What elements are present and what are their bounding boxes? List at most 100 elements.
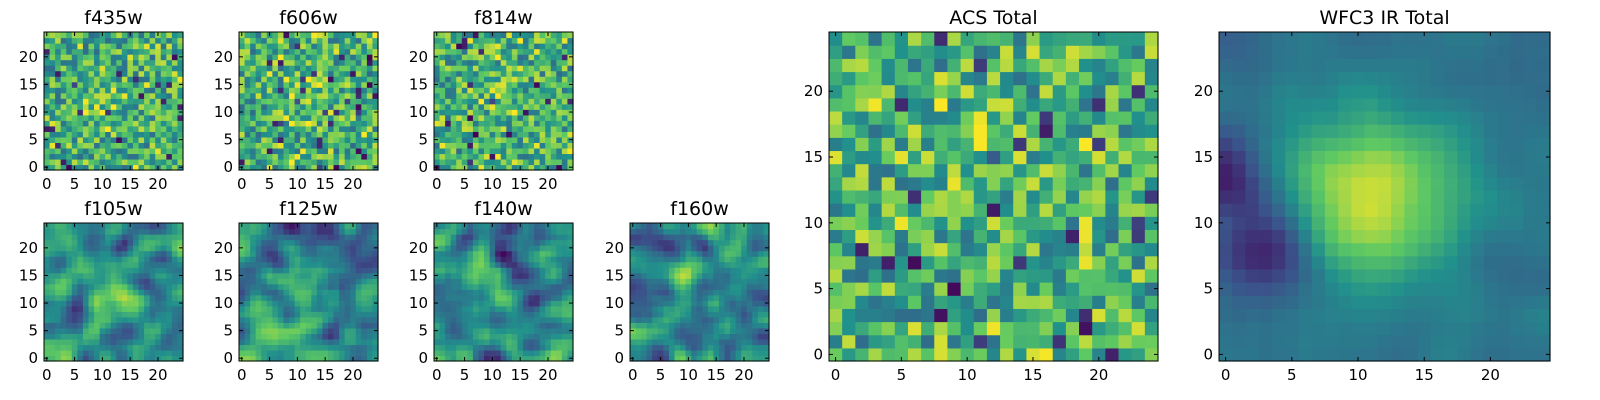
heatmap-cell [646,338,653,346]
heatmap-cell [478,239,485,246]
heatmap-cell [746,245,753,252]
heatmap-cell [105,158,112,166]
heatmap-cell [450,103,457,110]
heatmap-cell [522,103,530,110]
heatmap-cell [55,311,62,318]
heatmap-cell [556,164,563,171]
heatmap-cell [82,114,90,121]
heatmap-cell [467,338,474,346]
heatmap-cell [88,70,95,77]
heatmap-cell [250,311,257,318]
heatmap-cell [344,125,351,132]
heatmap-cell [730,267,737,274]
heatmap-cell [450,322,457,329]
heatmap-cell [550,158,557,166]
heatmap-cell [261,305,268,312]
heatmap-cell [305,256,312,263]
heatmap-cell [528,109,535,116]
heatmap-cell [132,125,140,132]
heatmap-cell [155,125,162,132]
heatmap-cell [49,305,56,312]
heatmap-cell [272,283,279,290]
heatmap-cell [907,229,922,244]
heatmap-cell [82,322,90,329]
heatmap-cell [49,223,56,230]
heatmap-cell [316,70,323,77]
heatmap-cell [528,136,535,143]
heatmap-cell [366,65,374,72]
heatmap-cell [250,92,257,99]
heatmap-cell [445,76,452,83]
heatmap-cell [333,272,340,279]
heatmap-cell [630,316,637,323]
heatmap-cell [105,65,112,72]
heatmap-cell [116,239,123,246]
heatmap-cell [511,65,518,72]
heatmap-cell [94,65,101,72]
x-tick-label: 20 [148,366,167,384]
heatmap-cell [561,228,569,235]
heatmap-cell [472,261,480,268]
heatmap-cell [138,250,145,257]
heatmap-cell [355,355,362,362]
heatmap-cell [567,256,574,263]
heatmap-cell [668,305,676,312]
heatmap-cell [333,81,340,88]
heatmap-cell [250,32,257,39]
heatmap-cell [652,245,659,252]
heatmap-cell [652,278,659,285]
heatmap-cell [333,37,340,44]
heatmap-cell [277,250,285,257]
heatmap-cell [166,92,173,99]
heatmap-cell [561,103,569,110]
heatmap-cell [283,131,290,138]
heatmap-cell [1039,203,1054,217]
heatmap-cell [127,43,134,50]
heatmap-cell [305,234,312,241]
heatmap-cell [506,338,513,346]
heatmap-cell [132,114,140,121]
heatmap-cell [567,333,574,340]
heatmap-cell [138,223,145,230]
heatmap-cell [132,278,140,285]
heatmap-cell [283,349,290,357]
heatmap-cell [166,136,173,143]
heatmap-cell [550,344,557,351]
heatmap-cell [316,81,323,88]
heatmap-cell [149,54,156,61]
heatmap-cell [467,349,474,357]
heatmap-cell [88,245,95,252]
heatmap-cell [718,223,726,230]
heatmap-cell [478,256,485,263]
heatmap-cell [272,267,279,274]
heatmap-cell [171,147,179,155]
heatmap-cell [239,114,246,121]
heatmap-cell [155,267,162,274]
heatmap-cell [333,294,340,301]
heatmap-cell [155,65,162,72]
heatmap-cell [467,272,474,279]
heatmap-cell [327,65,335,72]
heatmap-cell [94,120,101,127]
heatmap-cell [316,349,323,357]
heatmap-cell [534,48,541,55]
heatmap-cell [144,333,151,340]
heatmap-cell [99,81,106,88]
heatmap-cell [99,344,106,351]
heatmap-cell [60,120,67,127]
heatmap-cell [567,283,574,290]
heatmap-cell [333,245,340,252]
heatmap-cell [60,37,67,44]
heatmap-cell [550,109,557,116]
heatmap-cell [484,250,491,257]
heatmap-cell [350,327,357,334]
heatmap-cell [366,164,374,171]
heatmap-cell [127,344,134,351]
heatmap-cell [322,250,329,257]
heatmap-cell [44,322,51,329]
heatmap-cell [484,147,491,155]
heatmap-cell [171,87,179,94]
heatmap-cell [255,272,262,279]
heatmap-cell [44,98,51,105]
